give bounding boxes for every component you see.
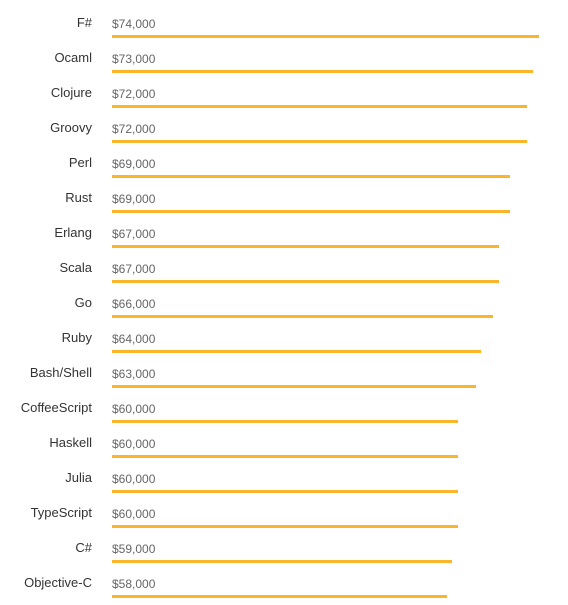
category-label: Ocaml [54, 50, 92, 65]
value-label: $64,000 [112, 332, 156, 346]
category-label: Haskell [49, 435, 92, 450]
value-label: $58,000 [112, 577, 156, 591]
bar-row: Erlang $67,000 [0, 220, 568, 255]
category-label: C# [75, 540, 92, 555]
bar [112, 315, 493, 318]
value-label: $60,000 [112, 402, 156, 416]
category-label: CoffeeScript [20, 400, 92, 415]
category-label: Clojure [50, 85, 92, 100]
bar-row: Objective-C $58,000 [0, 570, 568, 605]
bar [112, 210, 510, 213]
bar-row: Julia $60,000 [0, 465, 568, 500]
bar [112, 420, 458, 423]
category-label: Objective-C [24, 575, 92, 590]
bar-row: Bash/Shell $63,000 [0, 360, 568, 395]
bar [112, 175, 510, 178]
value-label: $63,000 [112, 367, 156, 381]
value-label: $60,000 [112, 507, 156, 521]
bar [112, 525, 458, 528]
category-label: Go [74, 295, 92, 310]
value-label: $72,000 [112, 122, 156, 136]
category-label: Bash/Shell [29, 365, 92, 380]
category-label: Ruby [61, 330, 92, 345]
category-label: Erlang [54, 225, 92, 240]
bar-row: Perl $69,000 [0, 150, 568, 185]
category-label: Groovy [50, 120, 92, 135]
category-label: F# [76, 15, 92, 30]
bar-row: Ocaml $73,000 [0, 45, 568, 80]
category-label: Perl [68, 155, 92, 170]
bar-row: Ruby $64,000 [0, 325, 568, 360]
value-label: $69,000 [112, 192, 156, 206]
bar-row: C# $59,000 [0, 535, 568, 570]
value-label: $69,000 [112, 157, 156, 171]
category-label: Rust [65, 190, 92, 205]
bar-row: Groovy $72,000 [0, 115, 568, 150]
value-label: $60,000 [112, 437, 156, 451]
bar [112, 350, 481, 353]
bar-row: Haskell $60,000 [0, 430, 568, 465]
bar [112, 560, 452, 563]
value-label: $60,000 [112, 472, 156, 486]
bar [112, 490, 458, 493]
bar [112, 70, 533, 73]
value-label: $72,000 [112, 87, 156, 101]
bar [112, 140, 527, 143]
bar-row: Go $66,000 [0, 290, 568, 325]
value-label: $66,000 [112, 297, 156, 311]
value-label: $67,000 [112, 262, 156, 276]
bar-row: Scala $67,000 [0, 255, 568, 290]
bar [112, 35, 539, 38]
bar-row: Rust $69,000 [0, 185, 568, 220]
bar [112, 245, 499, 248]
bar-row: Clojure $72,000 [0, 80, 568, 115]
value-label: $74,000 [112, 17, 156, 31]
bar-row: CoffeeScript $60,000 [0, 395, 568, 430]
bar-row: F# $74,000 [0, 10, 568, 45]
bar [112, 455, 458, 458]
value-label: $59,000 [112, 542, 156, 556]
category-label: Julia [65, 470, 92, 485]
bar [112, 280, 499, 283]
bar [112, 595, 447, 598]
bar [112, 105, 527, 108]
value-label: $73,000 [112, 52, 156, 66]
bar [112, 385, 476, 388]
bar-row: TypeScript $60,000 [0, 500, 568, 535]
category-label: TypeScript [30, 505, 92, 520]
value-label: $67,000 [112, 227, 156, 241]
category-label: Scala [59, 260, 92, 275]
